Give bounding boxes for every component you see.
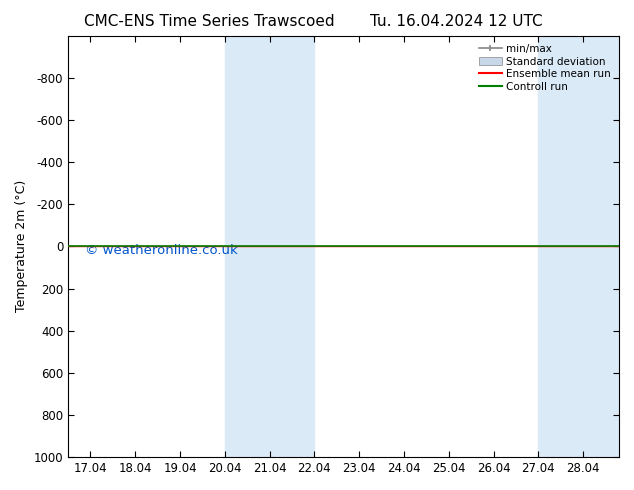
Y-axis label: Temperature 2m (°C): Temperature 2m (°C): [15, 180, 28, 313]
Bar: [538, 36, 619, 457]
Bar: [225, 36, 314, 457]
Legend: min/max, Standard deviation, Ensemble mean run, Controll run: min/max, Standard deviation, Ensemble me…: [476, 41, 614, 95]
Text: © weatheronline.co.uk: © weatheronline.co.uk: [84, 244, 237, 257]
Text: Tu. 16.04.2024 12 UTC: Tu. 16.04.2024 12 UTC: [370, 14, 543, 29]
Text: CMC-ENS Time Series Trawscoed: CMC-ENS Time Series Trawscoed: [84, 14, 335, 29]
